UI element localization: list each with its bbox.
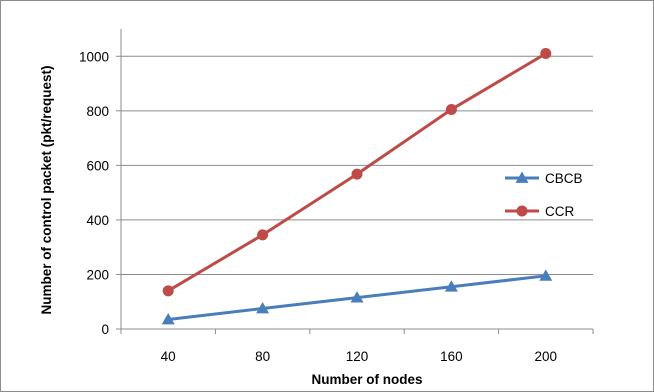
axes: 0 200 400 600 800 1000 40 80 120 160 200	[79, 29, 594, 364]
data-point-cbcb	[350, 291, 364, 303]
y-axis-title: Number of control packet (pkt/request)	[39, 65, 54, 314]
series-ccr	[162, 48, 552, 297]
legend-label-cbcb: CBCB	[545, 171, 583, 186]
x-axis-title: Number of nodes	[311, 372, 422, 387]
y-tick-label: 800	[86, 104, 109, 119]
series-cbcb	[161, 269, 553, 325]
y-tick-label: 600	[86, 158, 109, 173]
legend-marker-cbcb	[515, 171, 529, 183]
gridlines	[121, 55, 593, 275]
data-point-ccr	[540, 48, 552, 60]
x-tick-label: 160	[440, 349, 463, 364]
legend-marker-ccr	[516, 205, 528, 217]
y-tick-label: 400	[86, 213, 109, 228]
x-tick-label: 80	[255, 349, 270, 364]
x-tick-label: 40	[161, 349, 176, 364]
y-tick-label: 0	[101, 322, 109, 337]
legend: CBCB CCR	[505, 171, 583, 219]
data-point-ccr	[351, 168, 363, 180]
data-point-cbcb	[539, 269, 553, 281]
data-point-cbcb	[161, 312, 175, 325]
data-point-ccr	[257, 229, 269, 241]
data-point-cbcb	[256, 302, 270, 314]
y-tick-label: 1000	[79, 49, 109, 64]
y-tick-label: 200	[86, 267, 109, 282]
legend-item-ccr: CCR	[505, 204, 574, 219]
x-tick-label: 120	[346, 349, 369, 364]
legend-item-cbcb: CBCB	[505, 171, 583, 186]
x-tick-label: 200	[535, 349, 558, 364]
data-point-ccr	[162, 285, 174, 297]
data-point-cbcb	[444, 280, 458, 292]
data-point-ccr	[445, 103, 457, 115]
legend-label-ccr: CCR	[545, 204, 574, 219]
series-group	[161, 48, 553, 325]
